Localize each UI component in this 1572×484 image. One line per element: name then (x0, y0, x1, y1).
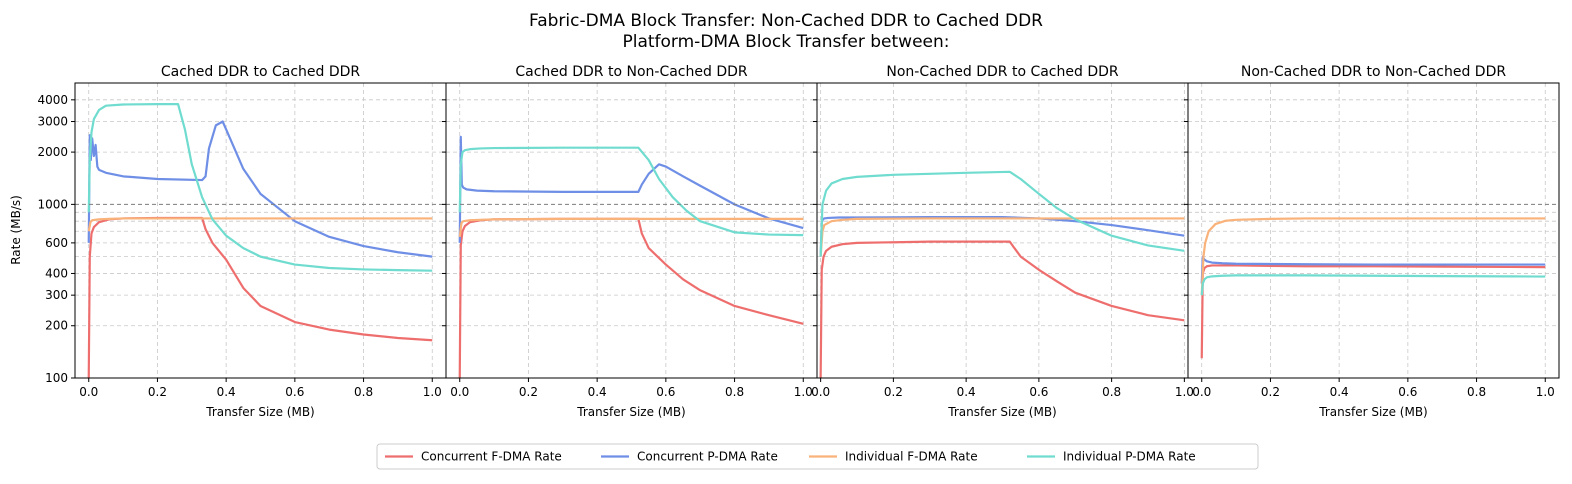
series-line-individual-f-dma-rate (819, 217, 1185, 257)
x-tick-label: 0.4 (1330, 385, 1349, 399)
figure-title-line2: Platform-DMA Block Transfer between: (622, 32, 949, 52)
x-tick-label: 0.8 (1467, 385, 1486, 399)
x-tick-label: 0.4 (588, 385, 607, 399)
x-tick-label: 1.0 (1536, 385, 1555, 399)
plot-frame (74, 82, 447, 379)
series-line-individual-f-dma-rate (87, 217, 433, 232)
y-axis-label: Rate (MB/s) (9, 195, 23, 265)
series-group (819, 170, 1185, 378)
subplots: 0.0 0.2 0.4 0.6 0.8 1.0 100 200 300 400 600 1000 200… (37, 64, 1560, 419)
y-tick-label: 400 (45, 266, 68, 280)
series-line-individual-p-dma-rate (819, 170, 1185, 257)
x-tick-label: 1.0 (794, 385, 813, 399)
x-tick-label: 0.4 (217, 385, 236, 399)
subplot-title: Non-Cached DDR to Cached DDR (886, 64, 1119, 80)
subplot-title: Cached DDR to Cached DDR (161, 64, 361, 80)
x-tick-label: 0.8 (354, 385, 373, 399)
x-tick-label: 0.8 (725, 385, 744, 399)
x-tick-label: 0.0 (450, 385, 469, 399)
series-line-concurrent-f-dma-rate (87, 216, 433, 378)
subplot-1: 0.0 0.2 0.4 0.6 0.8 1.0 100 200 300 400 600 1000 200… (37, 64, 447, 419)
x-tick-label: 1.0 (423, 385, 442, 399)
series-line-individual-f-dma-rate (458, 217, 804, 237)
y-tick-label: 2000 (37, 145, 68, 159)
x-tick-label: 0.0 (1192, 385, 1211, 399)
plot-frame (445, 82, 818, 379)
figure-title-line1: Fabric-DMA Block Transfer: Non-Cached DD… (529, 11, 1043, 31)
y-tick-label: 100 (45, 371, 68, 385)
series-group (1200, 217, 1546, 359)
subplot-title: Non-Cached DDR to Non-Cached DDR (1241, 64, 1506, 80)
series-line-concurrent-p-dma-rate (458, 135, 804, 243)
x-tick-label: 0.6 (656, 385, 675, 399)
series-line-individual-f-dma-rate (1200, 217, 1546, 296)
subplot-3: 0.0 0.2 0.4 0.6 0.8 1.0 Non-Cached DDR to Cach… (811, 64, 1194, 419)
x-axis-label: Transfer Size (MB) (1318, 405, 1427, 419)
plot-frame (1187, 82, 1560, 379)
legend: Concurrent F-DMA Rate Concurrent P-DMA Ra… (376, 443, 1259, 470)
x-tick-label: 0.2 (148, 385, 167, 399)
series-line-individual-p-dma-rate (87, 102, 433, 272)
subplot-2: 0.0 0.2 0.4 0.6 0.8 1.0 Cached DDR to Non-Cach… (442, 64, 818, 419)
series-line-individual-p-dma-rate (1200, 274, 1546, 296)
series-line-concurrent-f-dma-rate (1200, 264, 1546, 359)
series-group (87, 102, 433, 378)
y-tick-label: 4000 (37, 93, 68, 107)
y-tick-label: 3000 (37, 115, 68, 129)
plot-frame (816, 82, 1189, 379)
legend-label: Concurrent F-DMA Rate (421, 450, 562, 464)
y-tick-label: 200 (45, 319, 68, 333)
x-tick-label: 0.0 (811, 385, 830, 399)
legend-label: Individual F-DMA Rate (845, 450, 978, 464)
y-tick-label: 1000 (37, 197, 68, 211)
legend-label: Concurrent P-DMA Rate (637, 450, 778, 464)
series-line-concurrent-f-dma-rate (819, 240, 1185, 378)
x-axis-label: Transfer Size (MB) (205, 405, 314, 419)
series-line-concurrent-p-dma-rate (1200, 255, 1546, 284)
x-axis-label: Transfer Size (MB) (947, 405, 1056, 419)
series-group (458, 135, 804, 378)
y-tick-label: 300 (45, 288, 68, 302)
x-tick-label: 0.4 (957, 385, 976, 399)
x-tick-label: 0.2 (519, 385, 538, 399)
x-axis-label: Transfer Size (MB) (576, 405, 685, 419)
x-tick-label: 0.8 (1102, 385, 1121, 399)
x-tick-label: 0.2 (884, 385, 903, 399)
x-tick-label: 0.2 (1261, 385, 1280, 399)
subplot-title: Cached DDR to Non-Cached DDR (515, 64, 748, 80)
series-line-concurrent-p-dma-rate (87, 120, 433, 258)
subplot-4: 0.0 0.2 0.4 0.6 0.8 1.0 Non-Cached DDR to Non-… (1184, 64, 1560, 419)
x-tick-label: 1.0 (1175, 385, 1194, 399)
x-tick-label: 0.6 (1398, 385, 1417, 399)
x-tick-label: 0.6 (1029, 385, 1048, 399)
x-tick-label: 0.6 (285, 385, 304, 399)
y-tick-label: 600 (45, 236, 68, 250)
x-tick-label: 0.0 (79, 385, 98, 399)
series-line-individual-p-dma-rate (458, 146, 804, 237)
series-line-concurrent-p-dma-rate (819, 215, 1185, 257)
legend-label: Individual P-DMA Rate (1063, 450, 1196, 464)
